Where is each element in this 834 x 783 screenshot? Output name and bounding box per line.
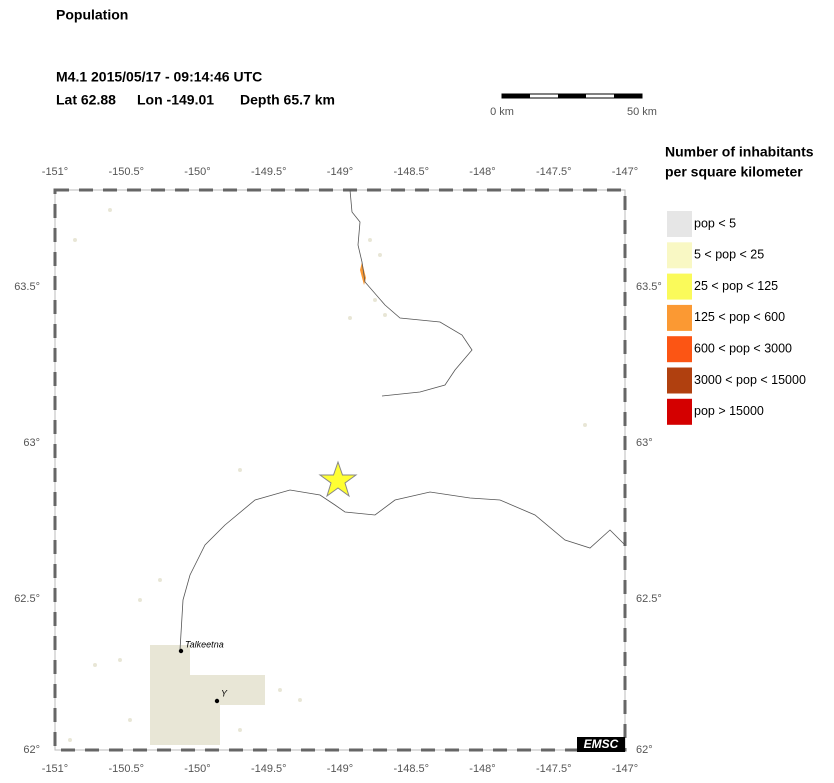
lon-tick-label: -147° xyxy=(612,763,638,775)
legend-label: pop < 5 xyxy=(694,216,736,230)
legend-swatch xyxy=(667,273,692,300)
lat-tick-label: 63.5° xyxy=(636,281,662,293)
legend-label: pop > 15000 xyxy=(694,404,764,418)
scale-bar xyxy=(501,93,643,99)
event-line: M4.1 2015/05/17 - 09:14:46 UTC xyxy=(56,69,262,85)
lon-tick-label: -147° xyxy=(612,166,638,178)
event-lat: Lat 62.88 xyxy=(56,92,116,108)
place-marker xyxy=(214,698,220,704)
lon-tick-label: -150° xyxy=(184,763,210,775)
lon-tick-label: -149.5° xyxy=(251,763,287,775)
epicenter-star xyxy=(318,460,358,498)
lon-tick-label: -150.5° xyxy=(108,166,144,178)
lon-tick-label: -149° xyxy=(327,166,353,178)
lat-tick-label: 62° xyxy=(23,744,40,756)
legend-swatch xyxy=(667,242,692,269)
legend-title: Number of inhabitants xyxy=(665,144,814,160)
legend-label: 600 < pop < 3000 xyxy=(694,341,792,355)
place-marker xyxy=(178,648,184,654)
legend-title: per square kilometer xyxy=(665,164,803,180)
legend-label: 25 < pop < 125 xyxy=(694,279,778,293)
lon-tick-label: -147.5° xyxy=(536,763,572,775)
lon-tick-label: -151° xyxy=(42,763,68,775)
legend-label: 125 < pop < 600 xyxy=(694,310,785,324)
lat-tick-label: 63.5° xyxy=(14,281,40,293)
population-dots xyxy=(68,208,587,745)
legend-swatch xyxy=(667,336,692,363)
legend-label: 5 < pop < 25 xyxy=(694,248,764,262)
lat-tick-label: 63° xyxy=(23,437,40,449)
lon-tick-label: -148.5° xyxy=(393,763,429,775)
lon-tick-label: -150.5° xyxy=(108,763,144,775)
lat-tick-label: 62.5° xyxy=(14,593,40,605)
event-lon: Lon -149.01 xyxy=(137,92,214,108)
event-depth: Depth 65.7 km xyxy=(240,92,335,108)
lon-tick-label: -150° xyxy=(184,166,210,178)
legend-swatch xyxy=(667,398,692,425)
lat-tick-label: 63° xyxy=(636,437,653,449)
lat-tick-label: 62° xyxy=(636,744,653,756)
lon-tick-label: -148° xyxy=(469,763,495,775)
lon-tick-label: -148° xyxy=(469,166,495,178)
legend-swatch xyxy=(667,211,692,237)
logo-box xyxy=(577,737,625,752)
lat-tick-label: 62.5° xyxy=(636,593,662,605)
legend-swatch xyxy=(667,304,692,331)
logo: EMSC xyxy=(584,737,619,751)
boundaries xyxy=(179,189,626,651)
place-label: Talkeetna xyxy=(185,639,224,649)
place-label: Y xyxy=(221,688,228,698)
title: Population xyxy=(56,7,128,23)
scale-start: 0 km xyxy=(490,106,514,118)
legend-swatch xyxy=(667,367,692,394)
lon-tick-label: -151° xyxy=(42,166,68,178)
map-frame xyxy=(53,188,627,752)
lon-tick-label: -149° xyxy=(327,763,353,775)
lon-tick-label: -147.5° xyxy=(536,166,572,178)
lon-tick-label: -149.5° xyxy=(251,166,287,178)
lon-tick-label: -148.5° xyxy=(393,166,429,178)
scale-end: 50 km xyxy=(627,106,657,118)
legend-label: 3000 < pop < 15000 xyxy=(694,373,806,387)
